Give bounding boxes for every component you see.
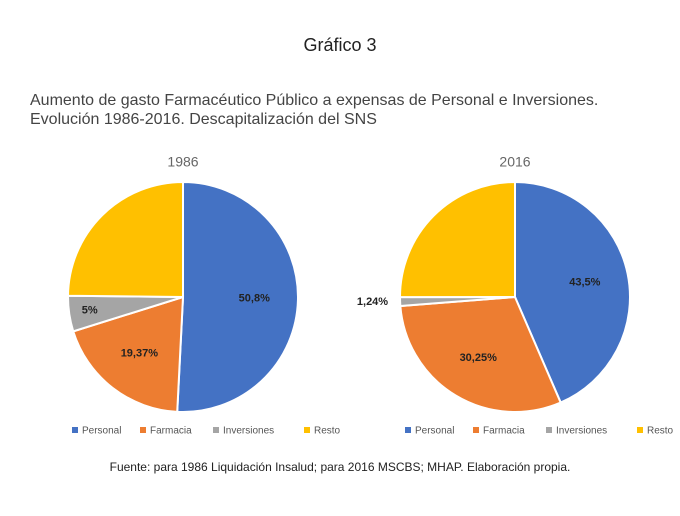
data-label: 5% (82, 305, 98, 317)
legend-label: Personal (415, 426, 454, 437)
legend-label: Personal (82, 426, 121, 437)
legend-swatch (473, 427, 479, 433)
subtitle: Evolución 1986-2016. Descapitalización d… (30, 111, 377, 128)
pie-slice (398, 180, 516, 299)
data-label: 19,37% (121, 347, 159, 359)
legend-label: Resto (314, 426, 341, 437)
pie-title: 2016 (499, 154, 530, 170)
legend-label: Farmacia (483, 426, 525, 437)
legend-swatch (72, 427, 78, 433)
legend-swatch (213, 427, 219, 433)
subtitle: Aumento de gasto Farmacéutico Público a … (30, 92, 598, 109)
data-label: 43,5% (569, 276, 600, 288)
pie-slice (66, 180, 184, 299)
legend-swatch (546, 427, 552, 433)
pie-slice (176, 180, 299, 413)
title: Gráfico 3 (303, 35, 376, 55)
source: Fuente: para 1986 Liquidación Insalud; p… (110, 460, 571, 474)
legend-swatch (405, 427, 411, 433)
pie-slice (399, 295, 562, 413)
legend-swatch (637, 427, 643, 433)
pie-title: 1986 (167, 154, 198, 170)
data-label: 50,8% (239, 293, 270, 305)
legend-swatch (140, 427, 146, 433)
legend-label: Farmacia (150, 426, 192, 437)
legend-label: Resto (647, 426, 674, 437)
legend-swatch (304, 427, 310, 433)
pie-slice (72, 295, 185, 413)
data-label: 1,24% (357, 296, 388, 308)
pie-slice (514, 180, 631, 404)
legend-label: Inversiones (223, 426, 274, 437)
data-label: 30,25% (460, 352, 498, 364)
legend-label: Inversiones (556, 426, 607, 437)
